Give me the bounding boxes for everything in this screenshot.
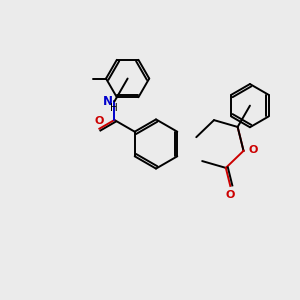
Text: H: H [110, 103, 118, 113]
Text: O: O [226, 190, 235, 200]
Text: O: O [94, 116, 104, 126]
Text: O: O [249, 145, 258, 155]
Text: N: N [103, 94, 112, 108]
